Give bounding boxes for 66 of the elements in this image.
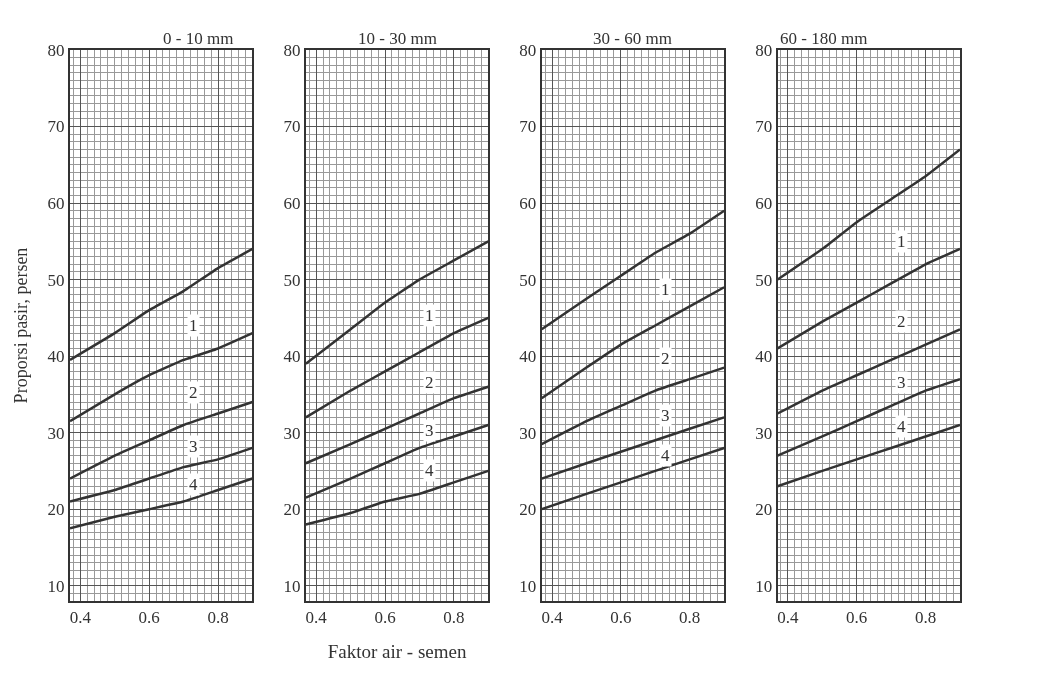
x-tick-label: 0.6 xyxy=(610,608,632,628)
annotation: 2 xyxy=(661,349,670,368)
y-tick-label: 30 xyxy=(47,423,65,443)
y-tick-label: 40 xyxy=(47,347,65,367)
y-tick-label: 10 xyxy=(47,576,65,596)
y-tick-label: 60 xyxy=(283,194,301,214)
y-tick-label: 80 xyxy=(47,40,65,60)
y-tick-label: 70 xyxy=(283,117,301,137)
y-tick-label: 80 xyxy=(283,40,301,60)
annotation: 4 xyxy=(661,446,670,465)
y-tick-label: 20 xyxy=(519,500,537,520)
annotation: 3 xyxy=(661,406,670,425)
x-tick-label: 0.8 xyxy=(443,608,465,628)
x-tick-label: 0.8 xyxy=(207,608,229,628)
x-tick-label: 0.4 xyxy=(541,608,564,628)
y-tick-label: 20 xyxy=(283,500,301,520)
y-tick-label: 50 xyxy=(755,270,773,290)
x-tick-label: 0.4 xyxy=(305,608,328,628)
y-axis-title: Proporsi pasir, persen xyxy=(11,247,32,404)
chart-title: 30 - 60 mm xyxy=(593,29,672,48)
annotation: 4 xyxy=(189,475,198,494)
annotation: 1 xyxy=(897,232,906,251)
y-tick-label: 40 xyxy=(755,347,773,367)
chart-title: 0 - 10 mm xyxy=(163,29,234,48)
y-tick-label: 20 xyxy=(47,500,65,520)
y-tick-label: 40 xyxy=(519,347,537,367)
x-tick-label: 0.8 xyxy=(679,608,701,628)
y-tick-label: 20 xyxy=(755,500,773,520)
y-tick-label: 50 xyxy=(283,270,301,290)
annotation: 3 xyxy=(897,373,906,392)
x-tick-label: 0.4 xyxy=(777,608,800,628)
x-tick-label: 0.6 xyxy=(138,608,160,628)
y-tick-label: 40 xyxy=(283,347,301,367)
y-tick-label: 80 xyxy=(519,40,537,60)
y-tick-label: 70 xyxy=(47,117,65,137)
annotation: 2 xyxy=(897,312,906,331)
y-tick-label: 80 xyxy=(755,40,773,60)
x-tick-label: 0.6 xyxy=(374,608,396,628)
y-tick-label: 50 xyxy=(519,270,537,290)
annotation: 3 xyxy=(425,421,434,440)
y-tick-label: 70 xyxy=(755,117,773,137)
y-tick-label: 30 xyxy=(755,423,773,443)
x-tick-label: 0.4 xyxy=(69,608,92,628)
y-tick-label: 60 xyxy=(519,194,537,214)
y-tick-label: 30 xyxy=(519,423,537,443)
y-tick-label: 10 xyxy=(519,576,537,596)
annotation: 4 xyxy=(897,417,906,436)
y-tick-label: 30 xyxy=(283,423,301,443)
y-tick-label: 70 xyxy=(519,117,537,137)
y-tick-label: 50 xyxy=(47,270,65,290)
annotation: 3 xyxy=(189,437,198,456)
x-tick-label: 0.6 xyxy=(846,608,868,628)
chart-title: 10 - 30 mm xyxy=(358,29,437,48)
annotation: 4 xyxy=(425,461,434,480)
y-tick-label: 10 xyxy=(755,576,773,596)
annotation: 1 xyxy=(425,306,434,325)
x-axis-title: Faktor air - semen xyxy=(327,640,467,662)
y-tick-label: 10 xyxy=(283,576,301,596)
x-tick-label: 0.8 xyxy=(914,608,937,628)
annotation: 1 xyxy=(189,316,198,335)
annotation: 2 xyxy=(425,373,434,392)
annotation: 2 xyxy=(189,383,198,402)
annotation: 1 xyxy=(661,280,670,299)
y-tick-label: 60 xyxy=(47,194,65,214)
y-tick-label: 60 xyxy=(755,194,773,214)
chart-title: 60 - 180 mm xyxy=(780,29,868,48)
